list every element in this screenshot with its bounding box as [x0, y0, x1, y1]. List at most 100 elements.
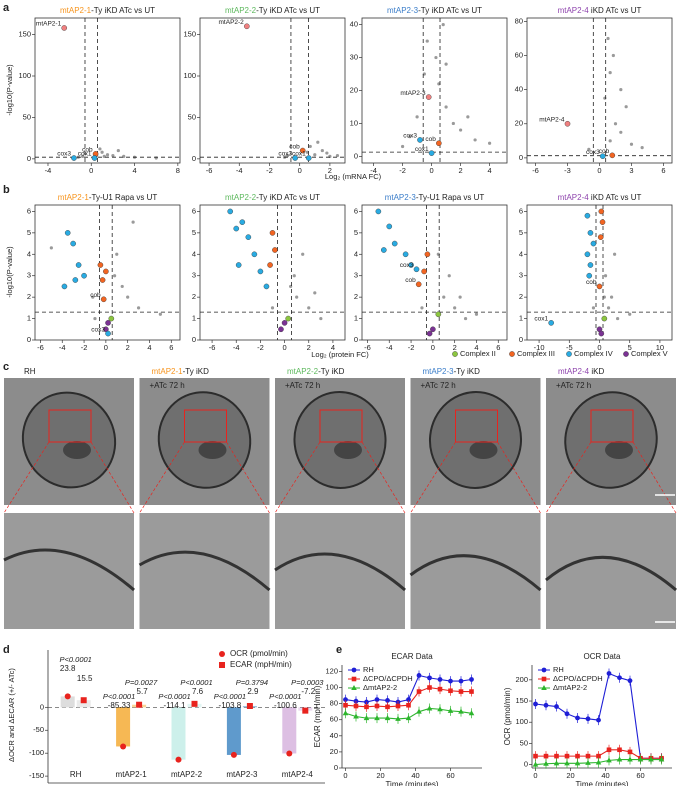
y-tick-label: 1: [354, 314, 358, 323]
highlight-point: [263, 283, 270, 290]
p-value: P<0.0001: [158, 692, 190, 701]
point: [364, 704, 369, 710]
gene-point: [408, 135, 412, 139]
zoom-line: [497, 441, 541, 514]
point: [564, 711, 570, 717]
x-tick-label: -6: [532, 166, 539, 175]
legend-label: ΔmtAP2-2: [363, 683, 397, 692]
gene-point: [81, 154, 85, 158]
point: [533, 753, 538, 759]
gene-point: [453, 306, 457, 310]
point: [553, 760, 560, 766]
highlight-point: [91, 155, 98, 161]
x-tick-label: 0: [89, 166, 93, 175]
point: [469, 677, 474, 682]
title-part: mtAP2-4: [558, 367, 590, 376]
x-axis-label: Log₂ (mRNA FC): [325, 172, 382, 181]
legend-marker: [623, 351, 629, 357]
gene-point: [441, 22, 445, 27]
gene-point: [458, 295, 462, 299]
x-tick-label: 6: [661, 166, 665, 175]
gene-point: [434, 55, 438, 60]
point-label: cox3: [403, 133, 417, 140]
point: [458, 708, 464, 714]
point: [448, 688, 453, 694]
highlight-point: [75, 262, 82, 268]
point: [385, 704, 390, 710]
gene-point: [628, 312, 632, 316]
highlight-point: [598, 330, 605, 337]
plot-title: mtAP2-3-Ty-U1 Rapa vs UT: [385, 193, 485, 202]
highlight-point: [435, 311, 442, 318]
legend-marker: [509, 351, 515, 357]
x-tick-label: 6: [169, 343, 173, 352]
highlight-point: [584, 251, 591, 258]
point: [627, 678, 633, 684]
membrane: [409, 554, 542, 592]
legend-label: RH: [363, 665, 374, 674]
x-tick-label: 10: [656, 343, 664, 352]
ecar-point: [302, 707, 309, 714]
zoom-line: [3, 441, 50, 514]
zoom-box: [319, 409, 363, 443]
x-tick-label: 0: [343, 771, 347, 780]
y-tick-label: 0: [519, 335, 523, 344]
x-axis-label: Log₂ (protein FC): [311, 350, 369, 359]
highlight-point: [598, 208, 605, 215]
bar: [171, 707, 186, 760]
highlight-point: [425, 94, 432, 100]
value-label: -114.1: [163, 701, 186, 710]
point: [541, 676, 547, 682]
gene-point: [425, 39, 429, 43]
title-part: mtAP2-2: [225, 193, 257, 202]
point: [541, 667, 547, 673]
x-tick-label: 0: [597, 343, 601, 352]
gene-point: [444, 62, 448, 66]
title-part: mtAP2-2: [225, 6, 257, 15]
gene-point: [292, 274, 296, 278]
x-tick-label: 6: [496, 343, 500, 352]
zoom-box: [590, 409, 634, 443]
gene-point: [305, 150, 309, 154]
gene-point: [488, 141, 492, 145]
x-tick-label: -2: [81, 343, 88, 352]
value-label: 7.6: [192, 687, 204, 696]
highlight-point: [601, 315, 608, 322]
highlight-point: [244, 23, 250, 30]
x-tick-label: -6: [206, 166, 213, 175]
ecar-point: [136, 701, 143, 708]
category-label: mtAP2-3: [226, 770, 258, 779]
y-tick-label: 50: [23, 112, 31, 121]
cell: [428, 391, 523, 489]
x-tick-label: -6: [209, 343, 216, 352]
point: [342, 710, 349, 716]
y-tick-label: 6: [519, 206, 523, 215]
highlight-point: [587, 262, 594, 268]
gene-point: [316, 140, 320, 144]
point: [363, 715, 370, 721]
gene-point: [319, 316, 323, 321]
x-tick-label: 5: [628, 343, 632, 352]
x-tick-label: -6: [37, 343, 44, 352]
x-tick-label: -4: [370, 166, 377, 175]
plot-title: mtAP2-4 iKD ATc vs UT: [558, 193, 642, 202]
p-value: P<0.0001: [269, 692, 301, 701]
highlight-point: [596, 283, 603, 290]
point: [427, 685, 432, 690]
legend-marker: [219, 662, 225, 668]
title-part: -Ty iKD: [183, 367, 209, 376]
point: [627, 756, 633, 762]
x-tick-label: 60: [636, 771, 644, 780]
point-label: cox3: [57, 151, 71, 158]
highlight-point: [269, 230, 276, 236]
x-tick-label: -3: [564, 166, 571, 175]
point: [648, 756, 654, 762]
highlight-point: [81, 272, 87, 279]
highlight-point: [426, 330, 433, 337]
point: [416, 673, 422, 678]
ocr-point: [286, 750, 293, 757]
organelle: [63, 441, 91, 459]
title-part: iKD: [589, 367, 604, 376]
y-tick-label: 120: [325, 666, 338, 675]
point: [564, 760, 570, 766]
